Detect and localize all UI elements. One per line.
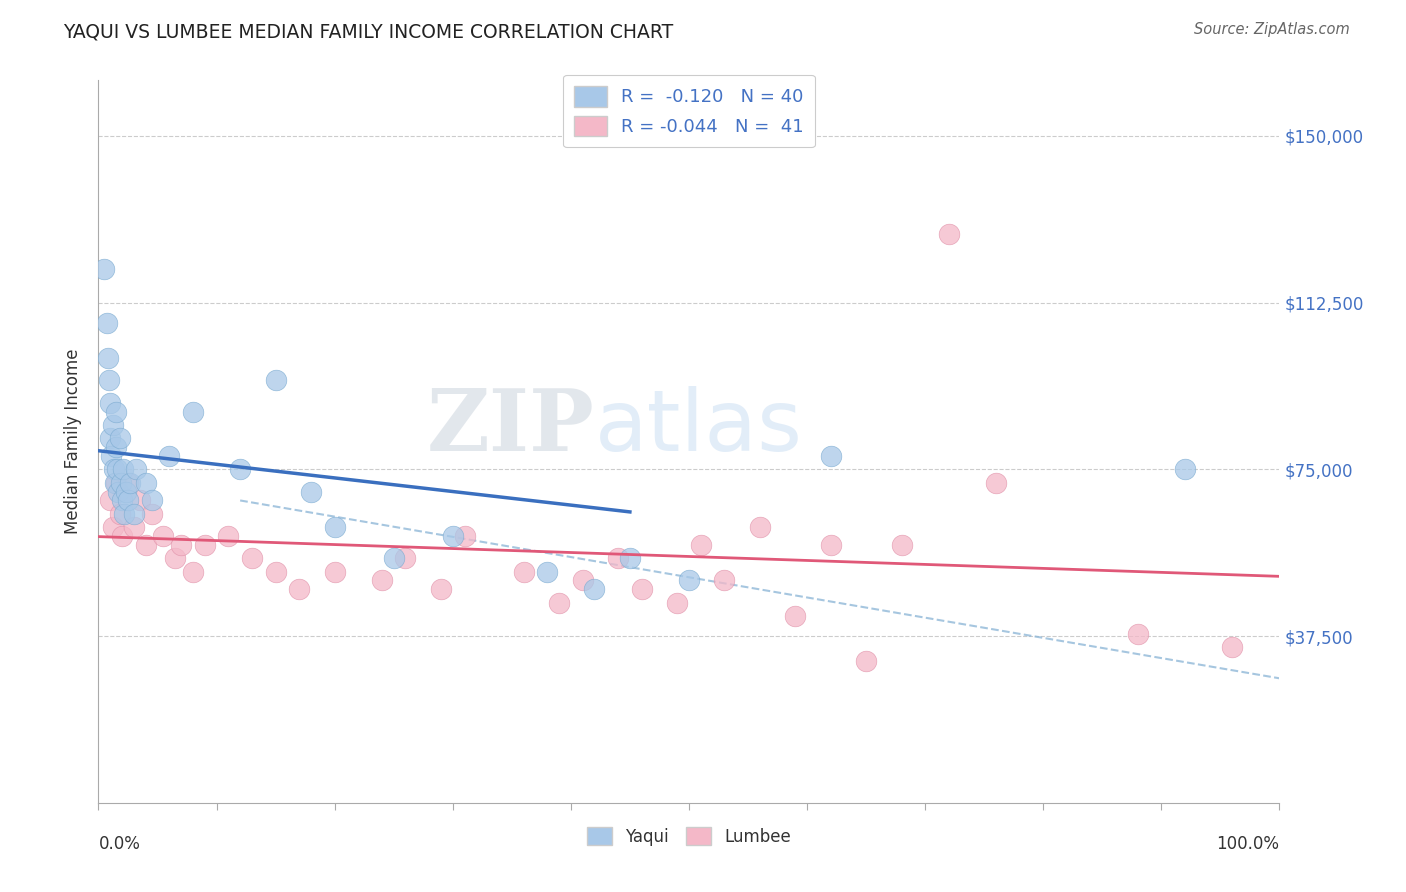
- Point: [111, 529, 134, 543]
- Point: [117, 475, 139, 490]
- Point: [820, 538, 842, 552]
- Point: [181, 565, 204, 579]
- Point: [103, 462, 125, 476]
- Point: [128, 493, 150, 508]
- Point: [938, 227, 960, 241]
- Point: [630, 582, 652, 597]
- Point: [122, 507, 145, 521]
- Point: [855, 653, 877, 667]
- Point: [748, 520, 770, 534]
- Point: [323, 520, 346, 534]
- Point: [181, 404, 204, 418]
- Point: [264, 373, 287, 387]
- Point: [107, 484, 129, 499]
- Point: [1174, 462, 1197, 476]
- Point: [152, 529, 174, 543]
- Point: [1220, 640, 1243, 655]
- Point: [111, 493, 134, 508]
- Text: YAQUI VS LUMBEE MEDIAN FAMILY INCOME CORRELATION CHART: YAQUI VS LUMBEE MEDIAN FAMILY INCOME COR…: [63, 22, 673, 41]
- Text: 0.0%: 0.0%: [98, 835, 141, 854]
- Point: [820, 449, 842, 463]
- Point: [607, 551, 630, 566]
- Point: [666, 596, 689, 610]
- Point: [217, 529, 239, 543]
- Point: [583, 582, 606, 597]
- Text: ZIP: ZIP: [426, 385, 595, 469]
- Point: [135, 475, 157, 490]
- Point: [98, 431, 121, 445]
- Y-axis label: Median Family Income: Median Family Income: [65, 349, 83, 534]
- Point: [117, 493, 139, 508]
- Point: [536, 565, 558, 579]
- Point: [141, 493, 163, 508]
- Point: [110, 475, 132, 490]
- Point: [135, 538, 157, 552]
- Point: [323, 565, 346, 579]
- Point: [105, 475, 128, 490]
- Point: [619, 551, 641, 566]
- Legend: Yaqui, Lumbee: Yaqui, Lumbee: [581, 821, 797, 852]
- Point: [689, 538, 711, 552]
- Point: [571, 574, 593, 588]
- Point: [713, 574, 735, 588]
- Point: [105, 404, 128, 418]
- Point: [105, 440, 128, 454]
- Point: [101, 520, 124, 534]
- Point: [101, 417, 124, 432]
- Point: [122, 520, 145, 534]
- Point: [120, 475, 142, 490]
- Point: [394, 551, 416, 566]
- Point: [157, 449, 180, 463]
- Point: [984, 475, 1007, 490]
- Point: [548, 596, 571, 610]
- Point: [194, 538, 217, 552]
- Point: [371, 574, 394, 588]
- Point: [890, 538, 912, 552]
- Point: [108, 507, 131, 521]
- Point: [165, 551, 187, 566]
- Text: Source: ZipAtlas.com: Source: ZipAtlas.com: [1194, 22, 1350, 37]
- Point: [100, 449, 122, 463]
- Point: [104, 475, 127, 490]
- Point: [98, 493, 121, 508]
- Point: [299, 484, 322, 499]
- Point: [170, 538, 193, 552]
- Point: [441, 529, 464, 543]
- Text: 100.0%: 100.0%: [1216, 835, 1279, 854]
- Point: [288, 582, 311, 597]
- Point: [264, 565, 287, 579]
- Point: [98, 395, 121, 409]
- Point: [97, 351, 120, 366]
- Point: [108, 431, 131, 445]
- Point: [512, 565, 534, 579]
- Point: [229, 462, 252, 476]
- Point: [240, 551, 263, 566]
- Point: [141, 507, 163, 521]
- Point: [112, 507, 135, 521]
- Point: [105, 462, 128, 476]
- Point: [93, 262, 115, 277]
- Point: [382, 551, 405, 566]
- Point: [114, 484, 136, 499]
- Point: [453, 529, 475, 543]
- Point: [785, 609, 807, 624]
- Point: [430, 582, 453, 597]
- Point: [96, 316, 118, 330]
- Point: [98, 373, 121, 387]
- Point: [112, 462, 135, 476]
- Point: [1126, 627, 1149, 641]
- Point: [125, 462, 148, 476]
- Text: atlas: atlas: [595, 385, 803, 468]
- Point: [678, 574, 700, 588]
